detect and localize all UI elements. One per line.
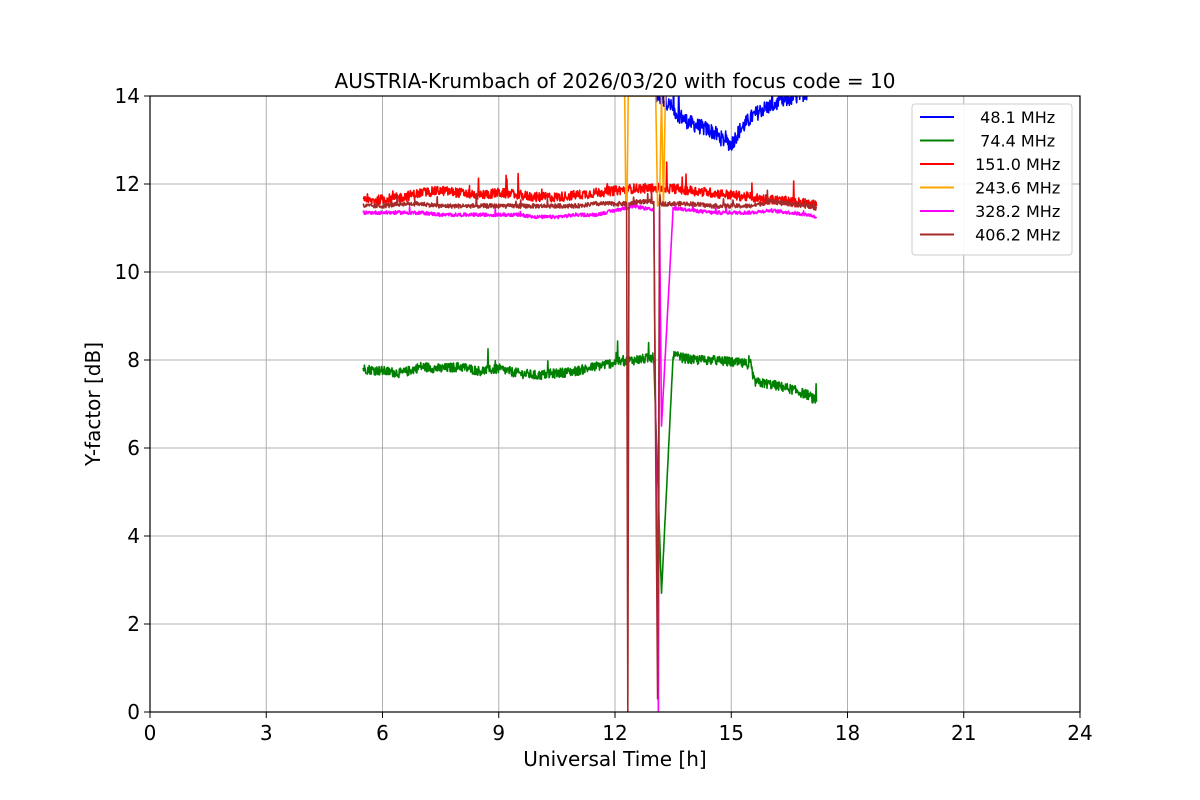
series-line-0 [654,96,809,151]
x-tick-label: 9 [492,721,505,745]
series-layer [362,96,818,712]
x-tick-label: 15 [719,721,744,745]
x-tick-label: 24 [1067,721,1092,745]
y-tick-label: 0 [127,700,140,724]
x-tick-label: 18 [835,721,860,745]
series-line-4 [362,201,818,712]
x-axis-label: Universal Time [h] [523,747,706,771]
x-tick-label: 12 [602,721,627,745]
y-tick-label: 4 [127,524,140,548]
legend-label: 328.2 MHz [970,202,1060,221]
x-axis-ticks: 0 3 6 9 12 15 18 21 24 [144,712,1093,745]
series-line-1 [362,340,818,595]
x-tick-label: 21 [951,721,976,745]
y-tick-label: 6 [127,436,140,460]
series-line-2 [362,161,818,211]
legend-label: 48.1 MHz [970,108,1055,127]
legend: 48.1 MHz 74.4 MHz 151.0 MHz 243.6 MHz 32… [911,103,1073,256]
legend-label: 243.6 MHz [970,179,1060,198]
y-tick-label: 14 [115,84,140,108]
chart-title: AUSTRIA-Krumbach of 2026/03/20 with focu… [335,69,896,93]
y-tick-label: 12 [115,172,140,196]
legend-label: 151.0 MHz [970,155,1060,174]
y-tick-label: 2 [127,612,140,636]
legend-box [911,103,1073,256]
series-line-5 [362,189,818,712]
y-tick-label: 8 [127,348,140,372]
x-tick-label: 3 [260,721,273,745]
y-axis-label: Y-factor [dB] [81,342,105,467]
x-tick-label: 0 [144,721,157,745]
y-axis-ticks: 0 2 4 6 8 10 12 14 [115,84,150,724]
legend-label: 74.4 MHz [970,132,1055,151]
x-tick-label: 6 [376,721,389,745]
legend-label: 406.2 MHz [970,226,1060,245]
y-tick-label: 10 [115,260,140,284]
